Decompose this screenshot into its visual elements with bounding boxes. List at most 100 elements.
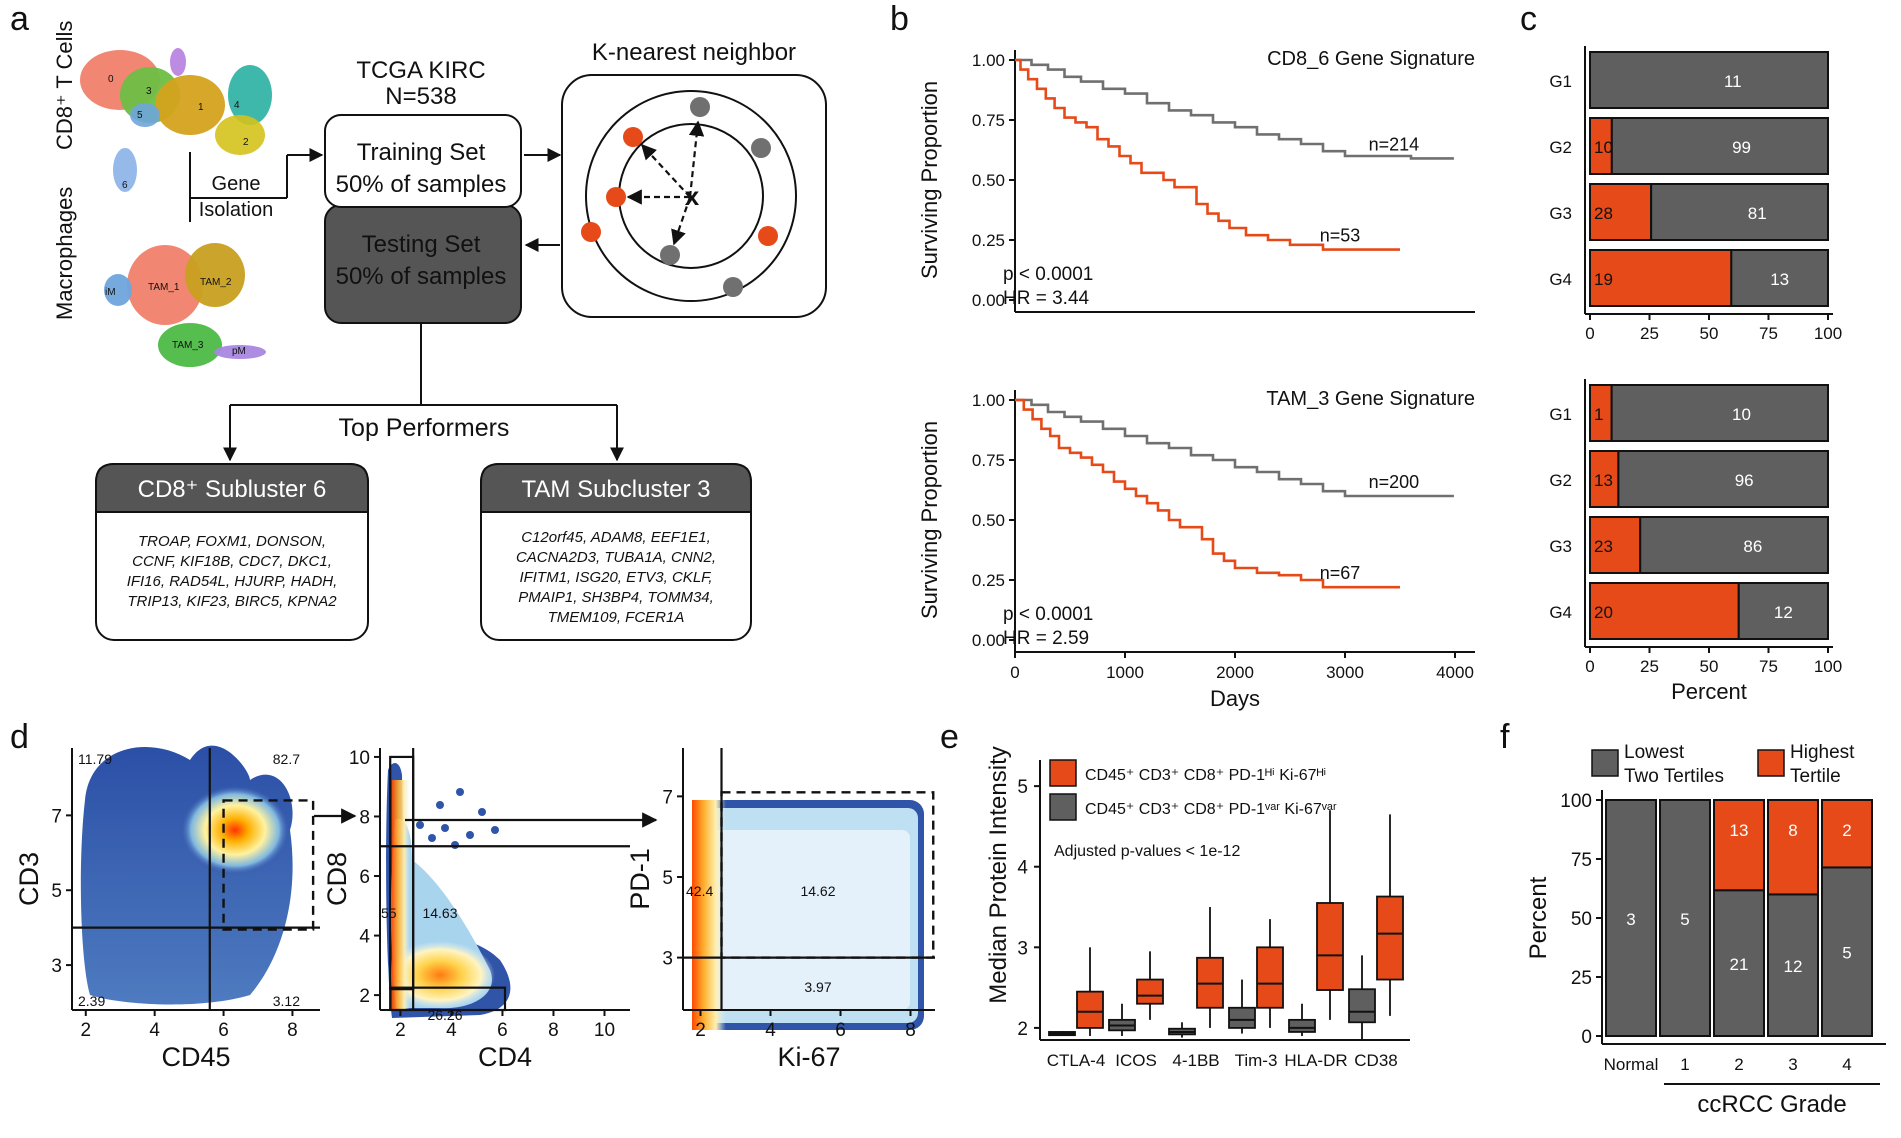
- grade-label: G1: [1549, 405, 1572, 424]
- cd8-gene-line-2: CCNF, KIF18B, CDC7, DKC1,: [132, 553, 332, 570]
- f-x-tick-label: 4: [1842, 1055, 1851, 1074]
- km-x-tick-label: 1000: [1106, 663, 1144, 682]
- e-box-gray: [1288, 1018, 1316, 1033]
- km-y-tick-label: 0.00: [972, 631, 1005, 650]
- umap-mac-pm: pM: [232, 346, 246, 357]
- bar-orange-count: 10: [1594, 138, 1613, 157]
- umap-mac-tam3: TAM_3: [172, 340, 204, 351]
- panel-letter-b: b: [890, 0, 909, 38]
- cd8-subcluster-title: CD8⁺ Subluster 6: [138, 476, 327, 503]
- panel-letter-e: e: [940, 718, 959, 756]
- chart-flow-cd4-cd8: [385, 763, 511, 1018]
- km-n-label: n=53: [1320, 226, 1361, 246]
- km-hr: HR = 2.59: [1003, 628, 1089, 649]
- top-performers-label: Top Performers: [339, 414, 510, 442]
- f-legend-label: Lowest Two Tertiles: [1624, 742, 1724, 787]
- flow-y-label: PD-1: [625, 848, 655, 910]
- grade-label: G4: [1549, 603, 1572, 622]
- flow-x-tick-label: 4: [765, 1020, 776, 1041]
- km-y-label: Surviving Proportion: [917, 81, 942, 279]
- umap-mac-tam1: TAM_1: [148, 282, 180, 293]
- grade-label: G1: [1549, 72, 1572, 91]
- umap-cd8-cluster-5: 5: [137, 110, 143, 121]
- f-y-tick-label: 0: [1581, 1027, 1592, 1048]
- flow-label-55: 55: [381, 905, 397, 921]
- bar-gray: [1737, 582, 1829, 640]
- flow-quadrant-ur: 82.7: [273, 751, 300, 767]
- flow-y-tick-label: 5: [662, 868, 673, 889]
- km-y-tick-label: 1.00: [972, 51, 1005, 70]
- bar-gray: [1730, 249, 1829, 307]
- tam-gene-line-1: C12orf45, ADAM8, EEF1E1,: [521, 529, 711, 546]
- flow-x-label: Ki-67: [777, 1042, 840, 1072]
- knn-center: x: [685, 181, 700, 211]
- chart-flow-cd45-cd3: [80, 745, 293, 1005]
- chart-km-cd8: 0.00 0.25 0.50 0.75 1.00 Surviving Proportion…: [917, 48, 1475, 313]
- c-x-tick-label: 50: [1700, 657, 1719, 676]
- bar-gray: [1610, 384, 1829, 442]
- cd8-gene-line-4: TRIP13, KIF23, BIRC5, KPNA2: [127, 593, 337, 610]
- km-y-tick-label: 0.50: [972, 511, 1005, 530]
- e-y-label: Median Protein Intensity: [985, 746, 1012, 1003]
- f-x-tick-label: Normal: [1604, 1055, 1659, 1074]
- umap-cd8-cluster-0: 0: [108, 74, 114, 85]
- flow-y-label: CD3: [14, 852, 44, 906]
- flow-x-tick-label: 6: [497, 1020, 508, 1041]
- tcga-title: TCGA KIRC: [356, 57, 485, 84]
- flow-quadrant-lr: 3.12: [273, 993, 300, 1009]
- e-x-tick-label: CTLA-4: [1047, 1051, 1106, 1070]
- cd8-subcluster-box: CD8⁺ Subluster 6 TROAP, FOXM1, DONSON, C…: [95, 463, 369, 641]
- km-curve-gray: [1015, 398, 1454, 498]
- flow-y-tick-label: 3: [662, 949, 673, 970]
- km-y-label: Surviving Proportion: [917, 421, 942, 619]
- flow-y-tick-label: 3: [51, 956, 62, 977]
- e-x-tick-label: ICOS: [1115, 1051, 1157, 1070]
- bar-gray: [1650, 183, 1829, 241]
- flow-y-tick-label: 6: [359, 867, 370, 888]
- flow-label-2626: 26.26: [427, 1007, 462, 1023]
- e-x-tick-label: CD38: [1354, 1051, 1397, 1070]
- umap-cd8-cluster-3: 3: [146, 86, 152, 97]
- bar-orange: [1589, 183, 1653, 241]
- bar-gray: [1639, 516, 1830, 574]
- km-y-tick-label: 0.75: [972, 451, 1005, 470]
- km-y-tick-label: 0.50: [972, 171, 1005, 190]
- f-bar-gray-count: 3: [1626, 910, 1635, 929]
- f-legend-line: Tertile: [1790, 766, 1841, 787]
- e-box-orange: [1316, 902, 1344, 991]
- e-y-tick-label: 5: [1017, 777, 1028, 798]
- bar-gray-count: 81: [1748, 204, 1767, 223]
- flow-y-tick-label: 2: [359, 986, 370, 1007]
- training-set-box: [324, 114, 522, 208]
- km-y-tick-label: 0.25: [972, 571, 1005, 590]
- flow-gate-rect: [389, 755, 415, 991]
- tam-gene-line-5: TMEM109, FCER1A: [548, 609, 685, 626]
- flow-d3-axes: 2 4 6 8 3 5 7 Ki-67 PD-1 42.4 14.62 3.97: [625, 748, 935, 1072]
- flow-y-tick-label: 7: [51, 806, 62, 827]
- flow-label-424: 42.4: [686, 883, 713, 899]
- umap-mac-im: iM: [105, 287, 116, 298]
- flow-x-tick-label: 8: [287, 1020, 298, 1041]
- flow-y-tick-label: 5: [51, 881, 62, 902]
- umap-cd8: 0 1 2 3 4 5 6: [80, 48, 272, 192]
- f-bar-orange: [1713, 799, 1765, 892]
- macrophages-label: Macrophages: [52, 187, 77, 320]
- km-x-label: Days: [1210, 686, 1260, 711]
- flow-x-tick-label: 8: [905, 1020, 916, 1041]
- f-legend-swatch: [1757, 749, 1785, 777]
- bar-orange-count: 20: [1594, 603, 1613, 622]
- flow-x-label: CD45: [161, 1042, 230, 1072]
- c-x-tick-label: 0: [1585, 324, 1594, 343]
- flow-gate-box: [222, 799, 315, 931]
- bar-gray-count: 86: [1743, 537, 1762, 556]
- knn-title: K-nearest neighbor: [592, 39, 796, 66]
- bar-gray: [1610, 117, 1829, 175]
- e-note: Adjusted p-values < 1e-12: [1054, 843, 1240, 860]
- panel-letter-d: d: [10, 718, 29, 756]
- f-bar-gray: [1713, 889, 1765, 1037]
- f-y-tick-label: 100: [1560, 791, 1592, 812]
- f-y-label: Percent: [1525, 876, 1552, 959]
- umap-mac-tam2: TAM_2: [200, 277, 232, 288]
- flow-y-tick-label: 7: [662, 787, 673, 808]
